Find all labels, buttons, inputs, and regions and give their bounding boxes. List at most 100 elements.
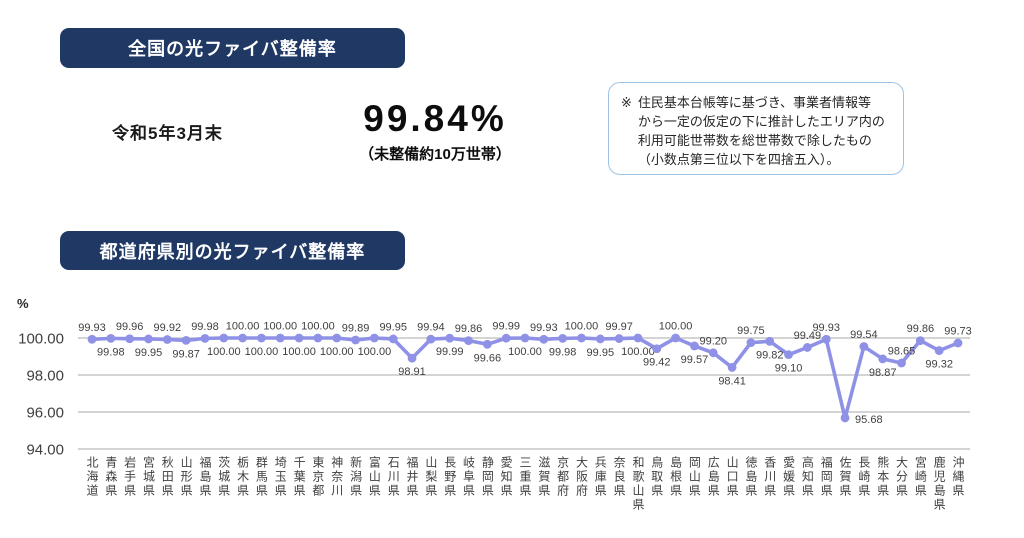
data-point-marker — [878, 354, 888, 364]
x-axis-label-prefecture: 滋賀県 — [536, 456, 551, 498]
data-point-label: 100.00 — [282, 346, 316, 358]
x-axis-label-prefecture: 高知県 — [800, 456, 815, 498]
data-point-label: 99.96 — [116, 321, 144, 333]
data-point-label: 99.98 — [191, 321, 219, 333]
data-point-label: 99.99 — [492, 321, 520, 333]
x-axis-label-prefecture: 東京都 — [310, 456, 325, 498]
x-axis-label-prefecture: 群馬県 — [254, 456, 269, 498]
x-axis-label-prefecture: 鳥取県 — [649, 456, 664, 498]
data-point-marker — [859, 342, 869, 351]
data-point-marker — [257, 333, 266, 343]
y-axis-tick-label: 100.00 — [18, 331, 64, 348]
x-axis-label-prefecture: 香川県 — [762, 456, 777, 498]
x-axis-label-prefecture: 静岡県 — [480, 456, 495, 498]
x-axis-label-prefecture: 大分県 — [894, 456, 909, 498]
x-axis-label-prefecture: 山梨県 — [423, 456, 438, 498]
x-axis-label-prefecture: 奈良県 — [612, 456, 627, 498]
data-point-label: 100.00 — [508, 346, 542, 358]
report-date-label: 令和5年3月末 — [112, 124, 223, 143]
data-point-label: 98.41 — [718, 375, 746, 387]
data-point-marker — [690, 341, 699, 351]
x-axis-label-prefecture: 千葉県 — [292, 456, 307, 498]
y-axis-tick-label: 98.00 — [26, 368, 64, 385]
x-axis-label-prefecture: 宮崎県 — [913, 456, 928, 498]
data-point-marker — [840, 413, 850, 423]
national-rate-value: 99.84% — [363, 98, 507, 139]
data-point-label: 99.99 — [436, 346, 464, 358]
data-point-label: 100.00 — [226, 321, 260, 333]
data-point-marker — [219, 333, 229, 343]
x-axis-label-prefecture: 和歌山県 — [630, 456, 645, 512]
methodology-note-text: 住民基本台帳等に基づき、事業者情報等 から一定の仮定の下に推計したエリア内の 利… — [637, 95, 885, 167]
data-point-label: 99.92 — [154, 322, 182, 334]
data-point-label: 99.73 — [944, 325, 972, 337]
data-point-label: 99.49 — [794, 330, 822, 342]
data-point-label: 99.89 — [342, 323, 370, 335]
data-point-label: 99.98 — [97, 346, 125, 358]
data-point-label: 99.57 — [681, 354, 709, 366]
data-point-label: 100.00 — [621, 346, 655, 358]
x-axis-label-prefecture: 鹿児島県 — [932, 456, 947, 512]
data-point-label: 99.94 — [417, 322, 445, 334]
data-point-marker — [125, 334, 135, 344]
data-point-label: 99.93 — [78, 322, 106, 334]
data-point-label: 99.98 — [549, 346, 577, 358]
data-point-marker — [727, 363, 737, 372]
data-point-label: 100.00 — [263, 321, 297, 333]
data-point-label: 99.20 — [699, 335, 727, 347]
data-point-label: 99.32 — [925, 359, 953, 371]
x-axis-label-prefecture: 茨城県 — [216, 456, 231, 498]
x-axis-label-prefecture: 神奈川 — [329, 456, 344, 498]
y-axis-tick-label: 94.00 — [26, 442, 64, 459]
x-axis-label-prefecture: 徳島県 — [743, 456, 758, 498]
data-point-marker — [595, 334, 605, 344]
data-point-marker — [313, 333, 323, 343]
x-axis-label-prefecture: 長崎県 — [856, 456, 871, 498]
x-axis-label-prefecture: 三重県 — [518, 456, 532, 498]
data-point-label: 99.75 — [737, 325, 765, 337]
x-axis-label-prefecture: 沖縄県 — [951, 456, 965, 498]
data-point-marker — [953, 338, 963, 348]
data-point-marker — [784, 350, 793, 360]
methodology-note-box: ※ 住民基本台帳等に基づき、事業者情報等 から一定の仮定の下に推計したエリア内の… — [608, 82, 904, 175]
data-point-marker — [765, 336, 775, 346]
data-point-label: 99.87 — [172, 348, 200, 360]
data-point-marker — [445, 333, 455, 343]
x-axis-label-prefecture: 佐賀県 — [838, 456, 853, 498]
data-point-label: 99.86 — [907, 323, 935, 335]
x-axis-label-prefecture: 山口県 — [725, 456, 740, 498]
x-axis-label-prefecture: 長野県 — [442, 456, 457, 498]
x-axis-label-prefecture: 岡山県 — [687, 456, 702, 498]
data-point-label: 99.95 — [135, 347, 163, 359]
data-point-marker — [294, 333, 304, 343]
x-axis-label-prefecture: 富山県 — [367, 456, 382, 498]
x-axis-label-prefecture: 埼玉県 — [273, 456, 288, 498]
data-point-label: 100.00 — [207, 346, 241, 358]
data-point-marker — [558, 333, 568, 343]
data-point-label: 100.00 — [301, 321, 335, 333]
data-point-marker — [577, 333, 586, 343]
data-point-marker — [200, 333, 210, 343]
data-point-marker — [802, 343, 812, 352]
x-axis-label-prefecture: 宮城県 — [141, 456, 156, 498]
data-point-marker — [407, 353, 417, 363]
data-point-label: 100.00 — [565, 321, 599, 333]
y-axis-unit-label: % — [17, 296, 29, 311]
x-axis-label-prefecture: 愛媛県 — [781, 456, 796, 498]
data-point-marker — [539, 334, 549, 344]
data-point-label: 95.68 — [855, 414, 883, 426]
x-axis-label-prefecture: 京都府 — [555, 456, 570, 498]
data-point-label: 99.93 — [812, 322, 840, 334]
data-point-label: 99.93 — [530, 322, 558, 334]
data-point-marker — [708, 348, 718, 358]
data-point-label: 100.00 — [245, 346, 279, 358]
data-point-marker — [915, 336, 925, 345]
data-point-label: 98.87 — [869, 367, 897, 379]
data-point-label: 99.97 — [605, 321, 633, 333]
data-point-marker — [821, 334, 831, 344]
data-point-marker — [388, 334, 398, 344]
data-point-marker — [897, 358, 906, 368]
x-axis-label-prefecture: 岐阜県 — [461, 456, 476, 498]
data-point-marker — [464, 336, 473, 345]
data-point-marker — [671, 333, 681, 343]
